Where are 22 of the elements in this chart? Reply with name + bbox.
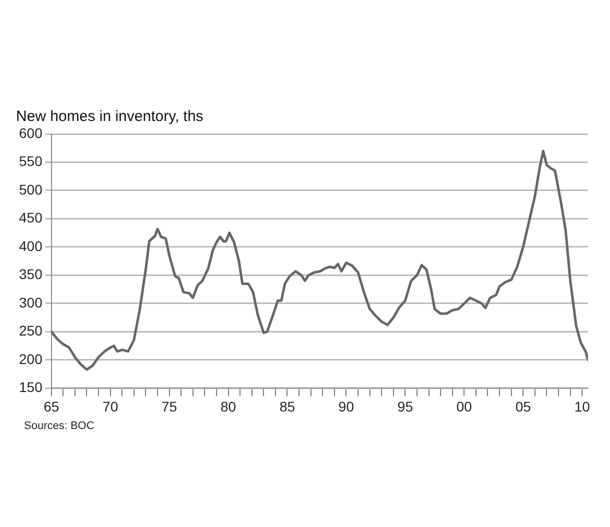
y-tick-label: 350 bbox=[19, 266, 43, 282]
source-note: Sources: BOC bbox=[24, 420, 94, 432]
x-tick-label: 95 bbox=[397, 398, 414, 414]
y-tick-label: 500 bbox=[19, 181, 43, 198]
chart-title: New homes in inventory, ths bbox=[16, 108, 204, 126]
x-tick-label: 00 bbox=[456, 398, 472, 414]
y-tick-label: 250 bbox=[19, 322, 43, 339]
y-tick-label: 550 bbox=[19, 153, 43, 170]
y-tick-label: 300 bbox=[19, 294, 43, 310]
x-tick-label: 70 bbox=[102, 398, 118, 414]
y-tick-label: 400 bbox=[19, 238, 43, 254]
x-tick-label: 80 bbox=[220, 398, 236, 414]
y-tick-label: 150 bbox=[19, 379, 43, 396]
x-tick-label: 85 bbox=[279, 398, 296, 414]
x-tick-label: 75 bbox=[162, 398, 178, 414]
y-tick-label: 600 bbox=[19, 124, 43, 141]
x-tick-label: 10 bbox=[574, 398, 590, 414]
y-tick-label: 200 bbox=[19, 350, 43, 367]
x-tick-label: 65 bbox=[44, 398, 60, 414]
x-tick-label: 05 bbox=[515, 398, 532, 414]
x-tick-label: 90 bbox=[338, 398, 354, 414]
y-tick-label: 450 bbox=[19, 210, 43, 226]
